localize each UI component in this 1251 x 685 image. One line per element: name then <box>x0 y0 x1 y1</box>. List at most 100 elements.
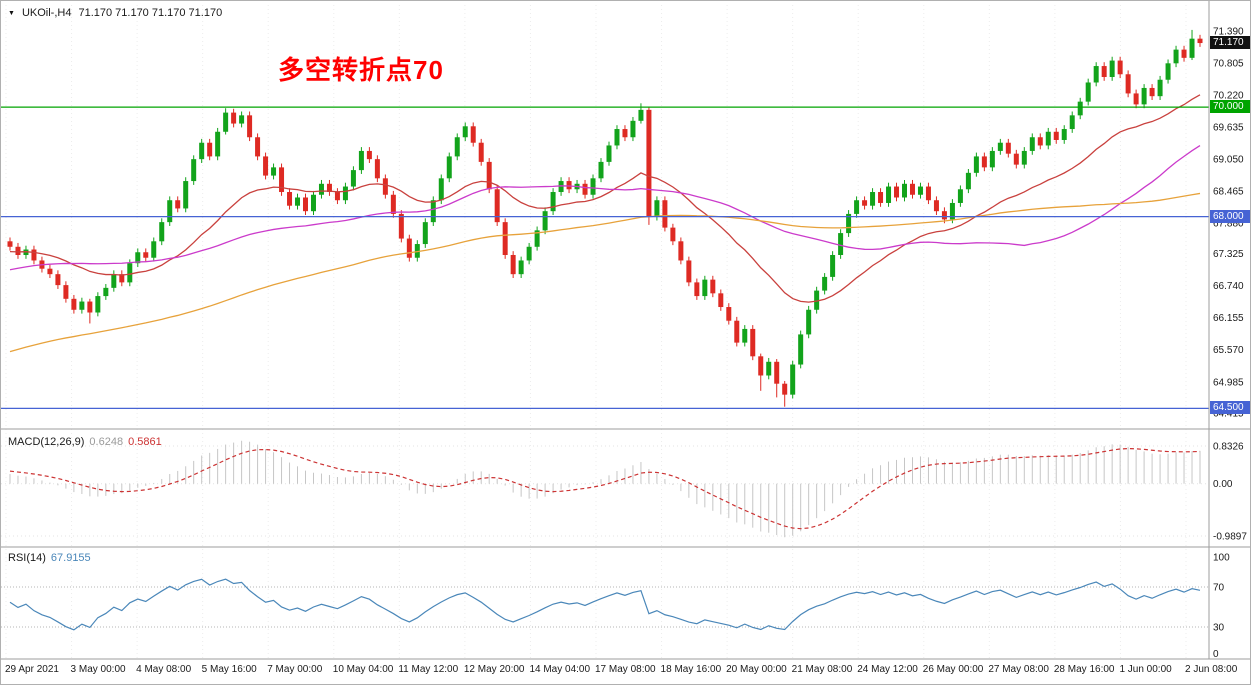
macd-signal-value: 0.5861 <box>128 436 162 448</box>
candle <box>646 107 652 225</box>
candle <box>486 158 492 194</box>
candle <box>1157 75 1163 101</box>
candle <box>870 188 876 210</box>
current-price-tag: 71.170 <box>1210 36 1250 50</box>
candle <box>1125 70 1131 98</box>
candle <box>894 182 900 202</box>
hline-price-tag[interactable]: 70.000 <box>1210 100 1250 114</box>
candle <box>1189 29 1195 61</box>
candle <box>71 294 77 314</box>
candle <box>310 190 316 216</box>
candle <box>981 152 987 172</box>
candle <box>1069 111 1075 133</box>
candle <box>303 193 308 216</box>
candle <box>734 316 740 347</box>
candle <box>103 284 109 300</box>
candle <box>1085 78 1091 106</box>
candle <box>1061 125 1067 144</box>
candle <box>550 188 556 216</box>
price-tick-label: 65.570 <box>1213 345 1244 356</box>
time-axis-label: 27 May 08:00 <box>988 664 1049 675</box>
candle <box>15 242 21 259</box>
candle <box>774 359 780 398</box>
candle <box>342 182 348 205</box>
candle <box>1013 149 1019 169</box>
hline-price-tag[interactable]: 64.500 <box>1210 401 1250 415</box>
candle <box>191 155 197 185</box>
candle <box>454 133 460 161</box>
candle <box>606 141 612 166</box>
candle <box>1101 62 1107 81</box>
time-axis-label: 26 May 00:00 <box>923 664 984 675</box>
ma-slow-line <box>9 192 1201 353</box>
candle <box>662 196 668 232</box>
price-tick-label: 66.740 <box>1213 281 1244 292</box>
candle <box>790 360 796 399</box>
time-axis-label: 1 Jun 00:00 <box>1119 664 1172 675</box>
candle <box>886 182 892 207</box>
candle <box>462 122 468 142</box>
symbol-dropdown-icon[interactable]: ▼ <box>8 9 15 17</box>
candle <box>406 234 412 262</box>
candle <box>1005 138 1011 158</box>
candle <box>7 237 13 251</box>
candle <box>1045 127 1051 150</box>
candle <box>925 182 931 205</box>
rsi-tick-label: 70 <box>1213 583 1225 594</box>
candle <box>933 196 939 216</box>
candle <box>814 286 820 314</box>
candle <box>822 273 828 295</box>
time-axis-label: 2 Jun 08:00 <box>1185 664 1238 675</box>
candle <box>534 226 540 251</box>
macd-histogram <box>9 440 1201 538</box>
candle <box>838 229 844 259</box>
candle <box>742 325 748 347</box>
macd-tick-label: 0.00 <box>1213 479 1233 490</box>
time-axis-label: 18 May 16:00 <box>661 664 722 675</box>
candle <box>167 196 173 226</box>
rsi-tick-label: 30 <box>1213 623 1225 634</box>
candle <box>830 251 836 281</box>
candle <box>862 196 868 210</box>
time-axis-label: 14 May 04:00 <box>529 664 590 675</box>
candle <box>119 270 125 287</box>
candle <box>1181 45 1187 62</box>
candle <box>1149 84 1155 101</box>
candle <box>997 138 1003 155</box>
candle <box>510 251 516 278</box>
candle <box>175 196 181 213</box>
candle <box>678 237 684 265</box>
candle <box>1117 56 1123 79</box>
rsi-line <box>9 578 1201 631</box>
candle <box>135 248 141 268</box>
candle <box>334 188 340 205</box>
price-tick-label: 70.220 <box>1213 91 1244 102</box>
hline-price-tag[interactable]: 68.000 <box>1210 209 1250 223</box>
macd-main-value: 0.6248 <box>89 436 124 448</box>
time-axis-label: 7 May 00:00 <box>267 664 322 675</box>
time-axis-label: 29 Apr 2021 <box>5 664 59 675</box>
candle <box>638 103 644 124</box>
candle <box>279 163 285 196</box>
candle <box>247 111 253 142</box>
time-axis-label: 11 May 12:00 <box>398 664 458 675</box>
candle <box>199 138 205 163</box>
candle <box>750 325 756 361</box>
rsi-label: RSI(14) 67.9155 <box>8 552 96 564</box>
price-tick-label: 64.985 <box>1213 377 1244 388</box>
time-axis-label: 3 May 00:00 <box>71 664 126 675</box>
candle <box>758 353 764 391</box>
candle <box>526 242 532 265</box>
macd-label: MACD(12,26,9) 0.6248 0.5861 <box>8 436 167 448</box>
candle <box>55 270 61 289</box>
candle <box>63 281 69 303</box>
candle <box>622 125 628 142</box>
candle <box>438 174 444 205</box>
candle <box>223 108 229 135</box>
candle <box>518 256 524 278</box>
candle <box>766 357 772 380</box>
candle <box>630 116 636 142</box>
annotation-text[interactable]: 多空转折点70 <box>278 55 444 85</box>
